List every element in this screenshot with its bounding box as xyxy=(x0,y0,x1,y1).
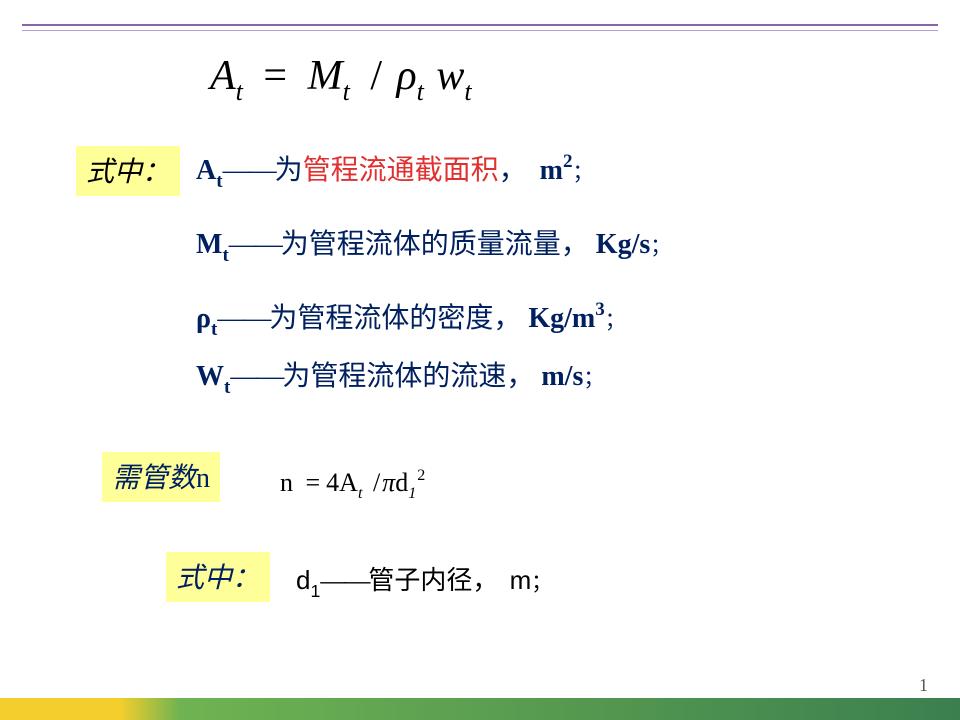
fn-eq: = xyxy=(300,468,327,497)
fn-d1: 1 xyxy=(408,485,416,502)
def-d1-sym: d xyxy=(296,565,310,595)
formula-main: At = Mt / ρt wt xyxy=(210,52,472,105)
eq: = xyxy=(253,53,297,99)
def-wt-sub: t xyxy=(224,377,230,398)
def-at-post: ， xyxy=(499,155,527,186)
fn-A: A xyxy=(339,468,358,497)
def-at-unit: m xyxy=(534,155,563,186)
footer-gradient xyxy=(0,698,960,720)
def-rhot-sup: 3 xyxy=(595,299,605,320)
def-wt-dash: —— xyxy=(230,361,282,392)
label-n-pre: 需管数 xyxy=(112,463,196,494)
def-mt: Mt——为管程流体的质量流量， Kg/s； xyxy=(196,222,671,266)
sym-M: M xyxy=(308,53,343,99)
fn-n: n xyxy=(280,468,293,497)
label-shizhong-2: 式中： xyxy=(166,552,270,602)
def-d1-dash: —— xyxy=(320,566,368,595)
label-shizhong-1: 式中： xyxy=(76,146,180,196)
def-rhot: ρt——为管程流体的密度， Kg/m3； xyxy=(196,296,626,340)
label-n: 需管数n xyxy=(102,452,220,502)
def-mt-dash: —— xyxy=(229,229,281,260)
slash: / xyxy=(366,53,386,99)
def-at-hl: 管程流通截面积 xyxy=(303,155,499,186)
sym-w: w xyxy=(434,53,464,99)
def-at-pre: 为 xyxy=(275,155,303,186)
def-at-dash: —— xyxy=(223,155,275,186)
def-wt-sym: W xyxy=(196,361,224,392)
def-d1: d1——管子内径， m； xyxy=(296,560,552,600)
formula-n: n =4At /πd12 xyxy=(280,468,425,502)
def-rhot-txt: 为管程流体的密度， xyxy=(269,303,521,334)
top-rule xyxy=(22,24,938,31)
def-d1-txt: 管子内径， xyxy=(368,566,498,595)
label-n-n: n xyxy=(196,463,210,494)
def-mt-txt: 为管程流体的质量流量， xyxy=(281,229,589,260)
slide: At = Mt / ρt wt 式中： At——为管程流通截面积， m2； Mt… xyxy=(0,0,960,720)
def-d1-tail: ； xyxy=(531,571,552,594)
def-rhot-dash: —— xyxy=(217,303,269,334)
def-wt-tail: ； xyxy=(583,366,604,390)
def-rhot-sym: ρ xyxy=(196,303,211,334)
sub-t1: t xyxy=(236,77,243,106)
page-number: 1 xyxy=(919,675,928,696)
def-wt-txt: 为管程流体的流速， xyxy=(282,361,534,392)
def-d1-unit: m xyxy=(506,565,532,595)
def-rhot-tail: ； xyxy=(605,308,626,332)
def-mt-unit: Kg/s xyxy=(596,229,650,260)
fn-At: t xyxy=(358,485,366,502)
def-mt-sym: M xyxy=(196,229,222,260)
def-at-sym: A xyxy=(196,155,216,186)
def-mt-tail: ； xyxy=(650,234,671,258)
sub-t2: t xyxy=(343,77,356,106)
def-at: At——为管程流通截面积， m2； xyxy=(196,148,593,192)
def-wt: Wt——为管程流体的流速， m/s； xyxy=(196,354,604,398)
def-at-sup: 2 xyxy=(563,151,573,172)
fn-4: 4 xyxy=(326,468,339,497)
def-d1-sub: 1 xyxy=(310,581,320,601)
def-rhot-sub: t xyxy=(211,319,217,340)
def-at-tail: ； xyxy=(572,160,593,184)
sub-t3: t xyxy=(417,77,424,106)
def-wt-unit: m/s xyxy=(541,361,583,392)
fn-pi: π xyxy=(380,468,395,497)
sym-rho: ρ xyxy=(396,53,416,99)
sub-t4: t xyxy=(464,77,471,106)
def-rhot-unit: Kg/m xyxy=(528,303,595,334)
fn-d: d xyxy=(395,468,408,497)
fn-d2: 2 xyxy=(416,467,425,484)
def-mt-sub: t xyxy=(222,245,228,266)
sym-A: A xyxy=(210,53,236,99)
def-at-sub: t xyxy=(216,171,222,192)
